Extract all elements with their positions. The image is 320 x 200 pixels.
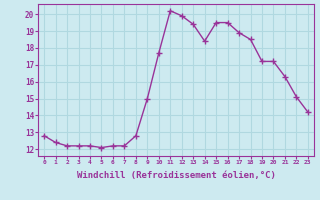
X-axis label: Windchill (Refroidissement éolien,°C): Windchill (Refroidissement éolien,°C) [76, 171, 276, 180]
